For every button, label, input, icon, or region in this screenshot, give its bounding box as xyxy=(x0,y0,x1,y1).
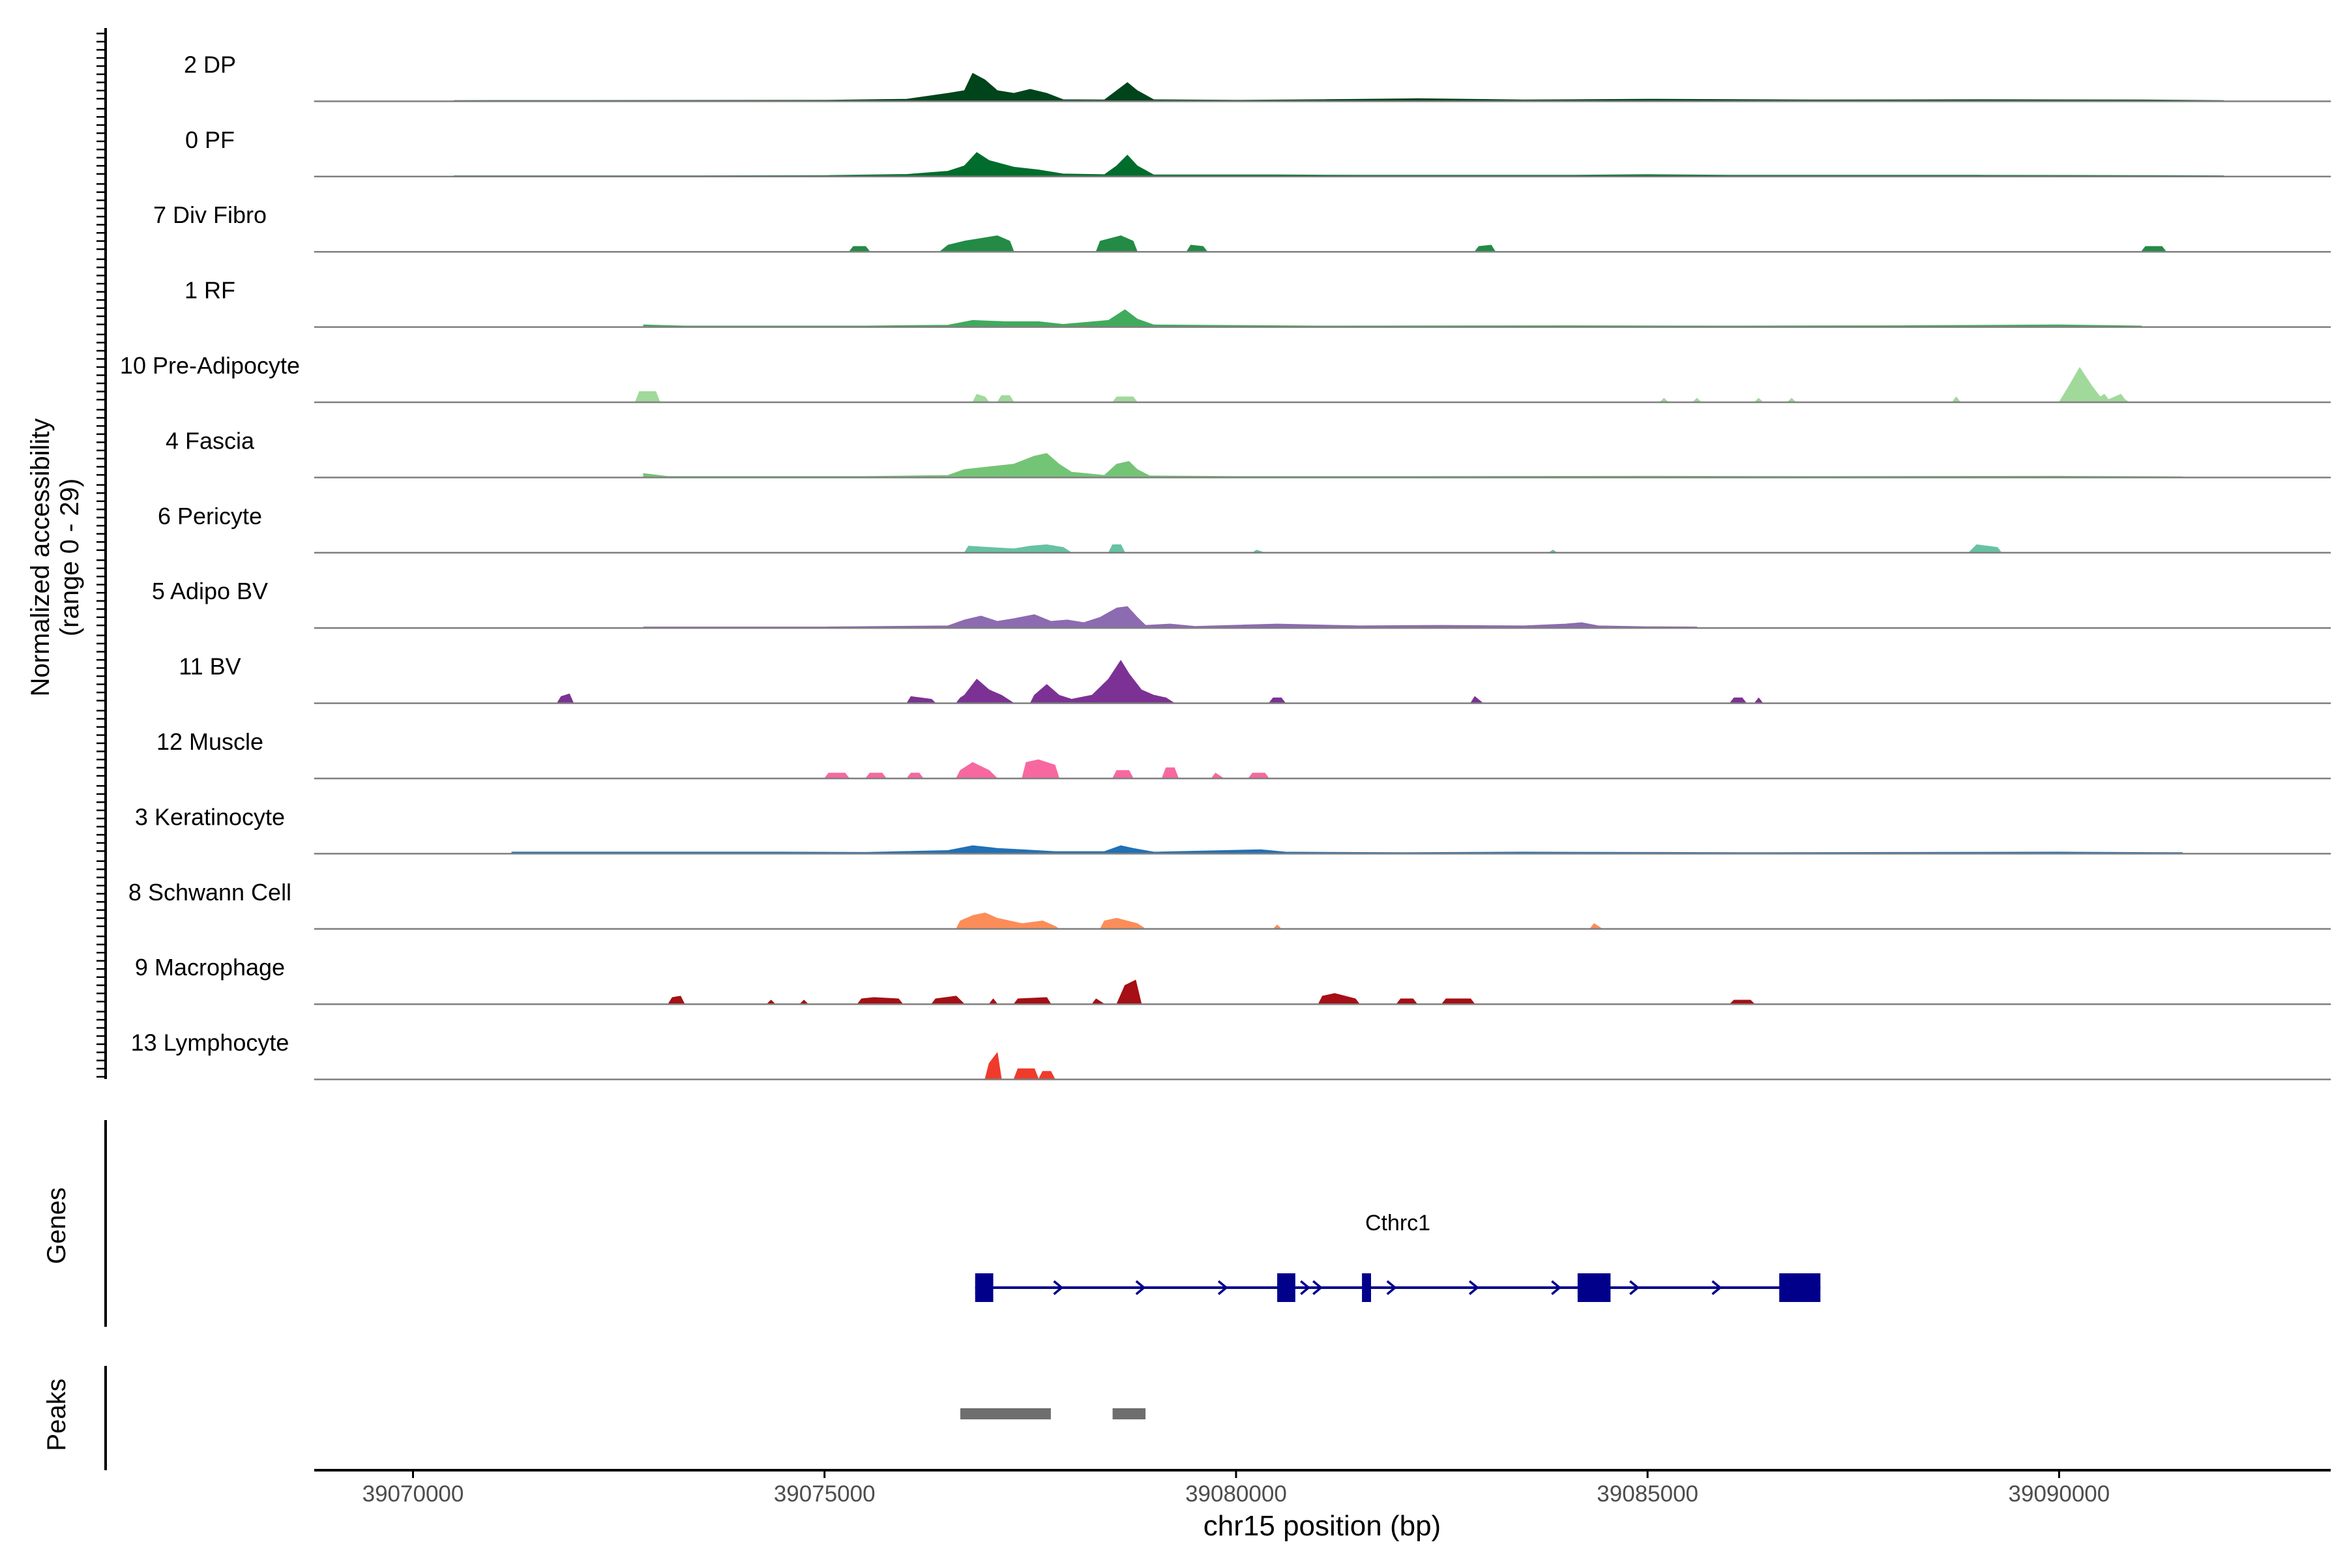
track-label: 12 Muscle xyxy=(156,728,263,755)
coverage-area xyxy=(314,759,2331,779)
strand-arrow xyxy=(1300,1280,1310,1295)
track-6-pericyte: 6 Pericyte xyxy=(158,503,2331,554)
coverage-area xyxy=(314,912,2331,930)
left-axes xyxy=(96,28,107,1470)
track-2-dp: 2 DP xyxy=(184,51,2331,102)
coverage-area xyxy=(314,309,2331,328)
coverage-tracks: 2 DP 0 PF 7 Div Fibro 1 RF 10 Pre-Adipocyte 4… xyxy=(120,51,2331,1080)
y-axis-label: Normalized accessibility xyxy=(26,419,55,697)
coverage-area xyxy=(314,453,2331,478)
track-label: 4 Fascia xyxy=(166,427,255,454)
track-10-pre-adipocyte: 10 Pre-Adipocyte xyxy=(120,352,2331,404)
genes-track-label: Genes xyxy=(42,1187,71,1264)
coverage-area xyxy=(314,72,2331,102)
track-label: 13 Lymphocyte xyxy=(131,1029,289,1056)
track-label: 1 RF xyxy=(185,277,235,304)
strand-arrow xyxy=(1711,1280,1722,1295)
track-label: 11 BV xyxy=(179,653,241,680)
peak-region xyxy=(1112,1408,1146,1419)
strand-arrow xyxy=(1551,1280,1562,1295)
coverage-area xyxy=(314,544,2331,554)
strand-arrow xyxy=(1053,1280,1064,1295)
track-9-macrophage: 9 Macrophage xyxy=(135,954,2331,1005)
peaks-track-label: Peaks xyxy=(42,1378,71,1451)
track-label: 2 DP xyxy=(184,51,236,78)
track-13-lymphocyte: 13 Lymphocyte xyxy=(131,1029,2331,1080)
track-12-muscle: 12 Muscle xyxy=(156,728,2331,780)
peak-track xyxy=(960,1408,1146,1419)
exon xyxy=(1362,1273,1371,1302)
strand-arrow xyxy=(1217,1280,1228,1295)
track-3-keratinocyte: 3 Keratinocyte xyxy=(135,803,2331,855)
track-0-pf: 0 PF xyxy=(185,126,2331,178)
track-1-rf: 1 RF xyxy=(185,277,2331,328)
peak-region xyxy=(960,1408,1051,1419)
strand-arrow xyxy=(1386,1280,1397,1295)
track-11-bv: 11 BV xyxy=(179,653,2331,704)
track-4-fascia: 4 Fascia xyxy=(166,427,2331,479)
exon xyxy=(1779,1273,1821,1302)
coverage-area xyxy=(314,367,2331,403)
strand-arrow xyxy=(1312,1280,1323,1295)
gene-name-label: Cthrc1 xyxy=(1365,1211,1430,1235)
exon xyxy=(975,1273,994,1302)
track-8-schwann-cell: 8 Schwann Cell xyxy=(128,879,2331,930)
x-tick-label: 39070000 xyxy=(362,1481,464,1507)
y-axis-label-range: (range 0 - 29) xyxy=(55,479,84,636)
coverage-area xyxy=(314,152,2331,177)
coverage-area xyxy=(314,979,2331,1005)
coverage-area xyxy=(314,606,2331,629)
track-label: 5 Adipo BV xyxy=(152,578,268,604)
track-label: 7 Div Fibro xyxy=(153,201,267,228)
gene-track: Cthrc1 xyxy=(975,1211,1821,1302)
coverage-area xyxy=(314,660,2331,704)
x-axis: 39070000 39075000 39080000 39085000 39090000 xyxy=(314,1469,2331,1507)
x-tick-label: 39080000 xyxy=(1185,1481,1287,1507)
track-7-div-fibro: 7 Div Fibro xyxy=(153,201,2331,253)
track-label: 6 Pericyte xyxy=(158,503,262,529)
x-tick-label: 39085000 xyxy=(1597,1481,1698,1507)
track-label: 8 Schwann Cell xyxy=(128,879,291,906)
x-axis-label: chr15 position (bp) xyxy=(1203,1510,1441,1542)
track-5-adipo-bv: 5 Adipo BV xyxy=(152,578,2331,629)
coverage-area xyxy=(314,1052,2331,1080)
exon xyxy=(1277,1273,1295,1302)
strand-arrow xyxy=(1135,1280,1146,1295)
coverage-area xyxy=(314,845,2331,854)
track-label: 9 Macrophage xyxy=(135,954,285,981)
track-label: 3 Keratinocyte xyxy=(135,803,285,830)
strand-arrow xyxy=(1629,1280,1640,1295)
exon xyxy=(1577,1273,1611,1302)
strand-arrow xyxy=(1468,1280,1479,1295)
x-tick-label: 39090000 xyxy=(2009,1481,2110,1507)
x-tick-label: 39075000 xyxy=(774,1481,876,1507)
track-label: 0 PF xyxy=(185,126,235,153)
track-label: 10 Pre-Adipocyte xyxy=(120,352,300,379)
coverage-area xyxy=(314,235,2331,252)
